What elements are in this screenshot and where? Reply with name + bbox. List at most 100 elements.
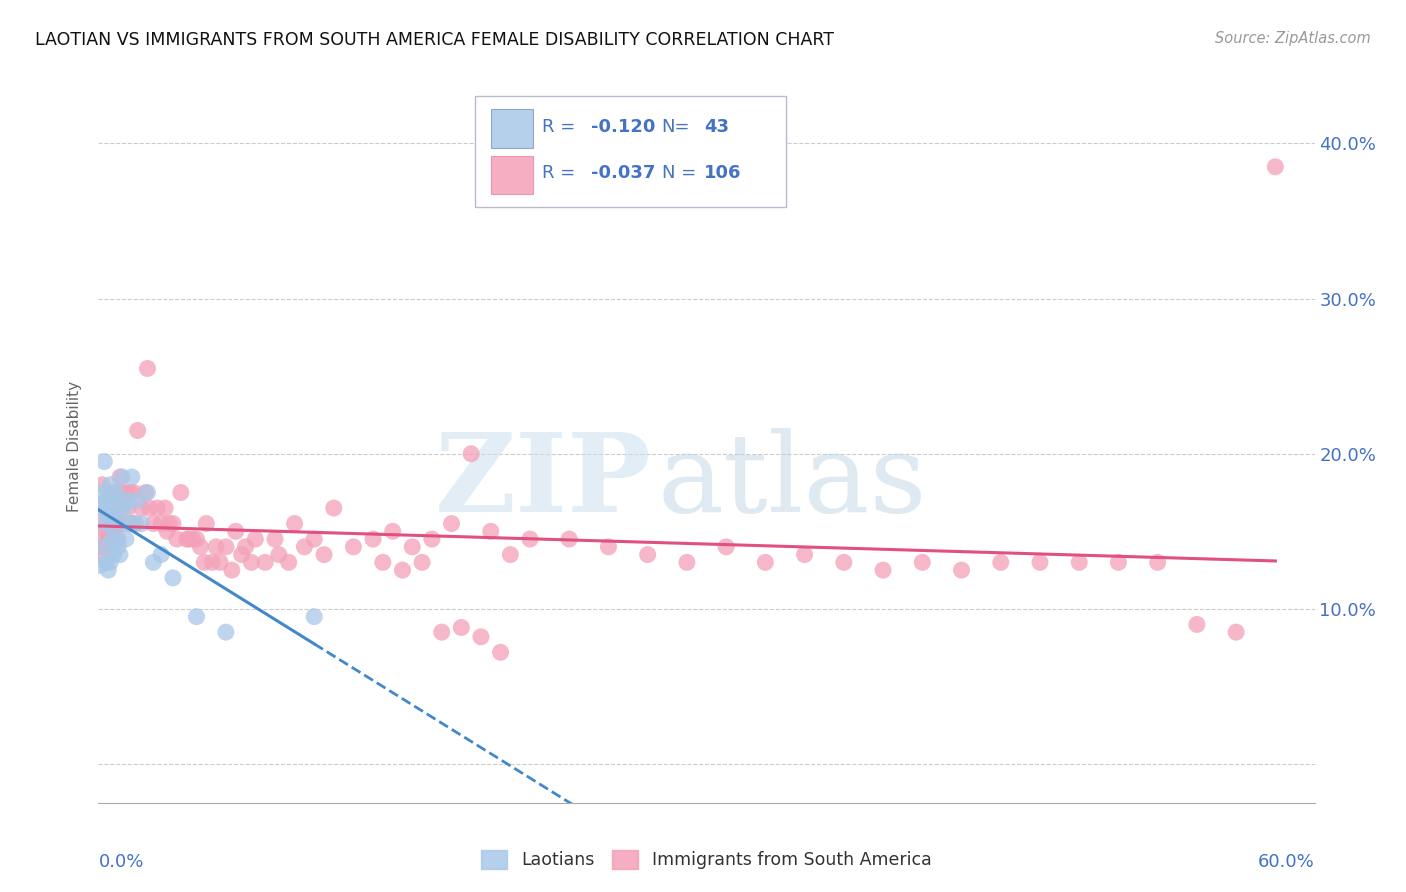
Point [127,424,149,438]
Text: 0.0%: 0.0% [98,853,143,871]
Point [98,493,121,508]
Point [162,516,184,531]
Point [134,485,156,500]
Point [201,555,224,569]
Point [302,609,325,624]
Point [91,485,114,500]
Point [101,493,124,508]
Point [302,532,325,546]
Point [558,532,581,546]
Point [166,532,188,546]
Point [231,548,253,562]
Point [142,516,165,531]
Point [115,485,138,500]
Point [1069,555,1091,569]
Y-axis label: Female Disability: Female Disability [67,380,83,512]
Point [98,516,121,531]
Point [450,620,472,634]
Point [186,532,208,546]
Point [112,501,135,516]
Point [371,555,394,569]
Point [96,555,118,569]
Point [193,555,215,569]
Point [91,477,114,491]
Point [990,555,1012,569]
Point [254,555,277,569]
Point [111,485,134,500]
Point [181,532,204,546]
Point [401,540,423,554]
Point [342,540,364,554]
Point [131,516,153,531]
Point [103,516,125,531]
Text: N=: N= [661,118,690,136]
Point [322,501,344,516]
Point [97,532,120,546]
Point [215,625,238,640]
Point [430,625,453,640]
Point [107,501,129,516]
Point [91,516,114,531]
Point [96,524,118,539]
Point [292,540,315,554]
Point [215,540,238,554]
Point [93,548,115,562]
Text: 106: 106 [704,164,741,182]
Point [101,524,124,539]
Point [146,501,169,516]
Point [381,524,404,539]
Point [96,516,118,531]
Point [519,532,541,546]
Point [240,555,263,569]
Point [195,516,218,531]
Text: Source: ZipAtlas.com: Source: ZipAtlas.com [1215,31,1371,46]
Point [125,516,148,531]
Point [209,555,232,569]
Text: N =: N = [661,164,696,182]
Point [950,563,973,577]
Point [284,516,307,531]
Point [118,485,141,500]
Point [103,501,125,516]
Point [108,516,131,531]
Point [93,501,115,516]
Point [754,555,776,569]
Point [98,516,121,531]
Point [89,501,111,516]
Point [489,645,512,659]
Point [420,532,443,546]
Point [142,555,165,569]
Point [470,630,492,644]
Point [93,454,115,468]
Point [107,540,129,554]
Point [91,501,114,516]
Legend: Laotians, Immigrants from South America: Laotians, Immigrants from South America [474,843,939,876]
Point [136,361,159,376]
Point [101,532,124,546]
Point [264,532,287,546]
Point [121,516,143,531]
Point [121,470,143,484]
Point [267,548,290,562]
Point [97,563,120,577]
Point [103,485,125,500]
FancyBboxPatch shape [475,96,786,207]
FancyBboxPatch shape [491,109,533,148]
Point [89,558,111,573]
Point [93,540,115,554]
Point [96,493,118,508]
Text: R =: R = [543,118,575,136]
Point [93,501,115,516]
Point [105,516,128,531]
Point [105,485,128,500]
Point [460,447,482,461]
Point [115,532,138,546]
Point [1225,625,1247,640]
Point [96,493,118,508]
Point [714,540,737,554]
Point [150,516,173,531]
Point [122,485,145,500]
Point [108,501,131,516]
Point [1264,160,1286,174]
Point [793,548,815,562]
